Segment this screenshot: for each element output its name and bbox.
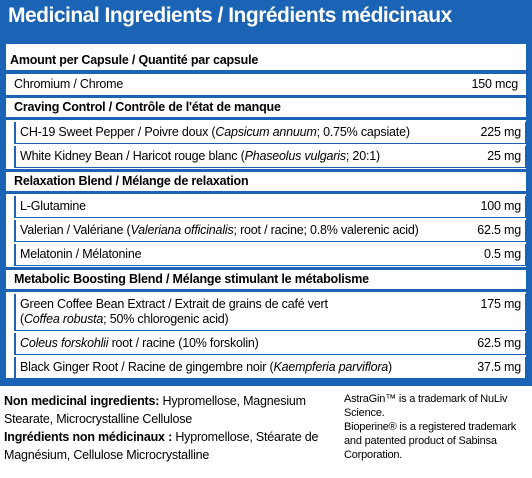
name-part: L-Glutamine [20,199,86,213]
ingredient-name: Black Ginger Root / Racine de gingembre … [20,360,392,375]
name-part: Phaseolus vulgaris [244,149,347,163]
name-part: Capsicum annuum [215,125,317,139]
name-part: ( [20,312,24,326]
blue-panel: Medicinal Ingredients / Ingrédients médi… [0,0,532,386]
non-medicinal-en: Non medicinal ingredients: Hypromellose,… [4,392,324,428]
name-part: Chromium / Chrome [14,77,124,91]
name-part: Coleus forskohlii [20,336,109,350]
ingredient-name: CH-19 Sweet Pepper / Poivre doux (Capsic… [20,125,410,140]
non-medicinal-fr: Ingrédients non médicinaux : Hypromellos… [4,428,324,464]
name-part: Green Coffee Bean Extract / Extrait de g… [20,297,328,311]
ingredient-row: Coleus forskohlii root / racine (10% for… [14,333,526,355]
amount: 25 mg [487,149,521,163]
amount: 0.5 mg [483,247,521,261]
amount: 62.5 mg [477,336,521,350]
label: Ingrédients non médicinaux : [4,430,173,444]
label: Non medicinal ingredients: [4,394,160,408]
section-items: Green Coffee Bean Extract / Extrait de g… [6,294,526,383]
amount: 100 mg [480,199,522,213]
name-part: Valerian / Valériane ( [20,223,131,237]
ingredient-name: Valerian / Valériane (Valeriana officina… [20,223,419,238]
name-part: Kaempferia parviflora [273,360,389,374]
name-part: CH-19 Sweet Pepper / Poivre doux ( [20,125,216,139]
ingredient-row: Melatonin / Mélatonine 0.5 mg [14,244,526,266]
name-part: Valeriana officinalis [130,223,234,237]
ingredient-row: Black Ginger Root / Racine de gingembre … [14,357,526,379]
ingredient-row: White Kidney Bean / Haricot rouge blanc … [14,146,526,168]
name-part: Coffea robusta [23,312,104,326]
ingredient-name: L-Glutamine [20,199,86,214]
text: Hypromellose, Stéarate de Magnésium, Cel… [4,430,319,462]
section-header: Metabolic Boosting Blend / Mélange stimu… [6,270,526,292]
ingredient-row: L-Glutamine 100 mg [14,196,526,218]
ingredient-name: White Kidney Bean / Haricot rouge blanc … [20,149,380,164]
trademark-note: AstraGin™ is a trademark of NuLiv Scienc… [344,393,508,419]
name-part: ; root / racine; 0.8% valerenic acid) [233,223,419,237]
ingredient-row: Green Coffee Bean Extract / Extrait de g… [14,294,526,331]
title: Medicinal Ingredients / Ingrédients médi… [8,4,452,27]
ingredient-row: Valerian / Valériane (Valeriana officina… [14,220,526,242]
amount: 37.5 mg [477,360,521,374]
name-part: Melatonin / Mélatonine [20,247,142,261]
section-header: Craving Control / Contrôle de l'état de … [6,98,526,120]
ingredient-table: Amount per Capsule / Quantité par capsul… [6,44,526,383]
name-part: ; 50% chlorogenic acid) [103,312,229,326]
text: Hypromellose, Magnesium Stearate, Microc… [4,394,306,426]
amount: 225 mg [480,125,522,139]
amount: 150 mcg [471,77,518,91]
name-part: ; 20:1) [345,149,380,163]
notes: AstraGin™ is a trademark of NuLiv Scienc… [344,392,529,462]
ingredient-row: Chromium / Chrome 150 mcg [6,74,526,98]
amount: 175 mg [480,297,522,311]
ingredient-name: Green Coffee Bean Extract / Extrait de g… [20,297,328,327]
name-part: White Kidney Bean / Haricot rouge blanc … [20,149,245,163]
name-part: root / racine (10% forskolin) [108,336,259,350]
section-header: Relaxation Blend / Mélange de relaxation [6,172,526,194]
ingredient-name: Coleus forskohlii root / racine (10% for… [20,336,259,351]
trademark-note: Bioperine® is a registered trademark and… [344,421,517,461]
table-header: Amount per Capsule / Quantité par capsul… [6,50,526,74]
amount: 62.5 mg [477,223,521,237]
ingredient-name: Melatonin / Mélatonine [20,247,142,262]
section-items: CH-19 Sweet Pepper / Poivre doux (Capsic… [6,122,526,172]
ingredient-row: CH-19 Sweet Pepper / Poivre doux (Capsic… [14,122,526,144]
name-part: ) [388,360,393,374]
ingredient-name: Chromium / Chrome [14,77,123,92]
name-part: Black Ginger Root / Racine de gingembre … [20,360,274,374]
name-part: ; 0.75% capsiate) [316,125,410,139]
non-medicinal: Non medicinal ingredients: Hypromellose,… [4,392,324,464]
section-items: L-Glutamine 100 mg Valerian / Valériane (V… [6,196,526,270]
